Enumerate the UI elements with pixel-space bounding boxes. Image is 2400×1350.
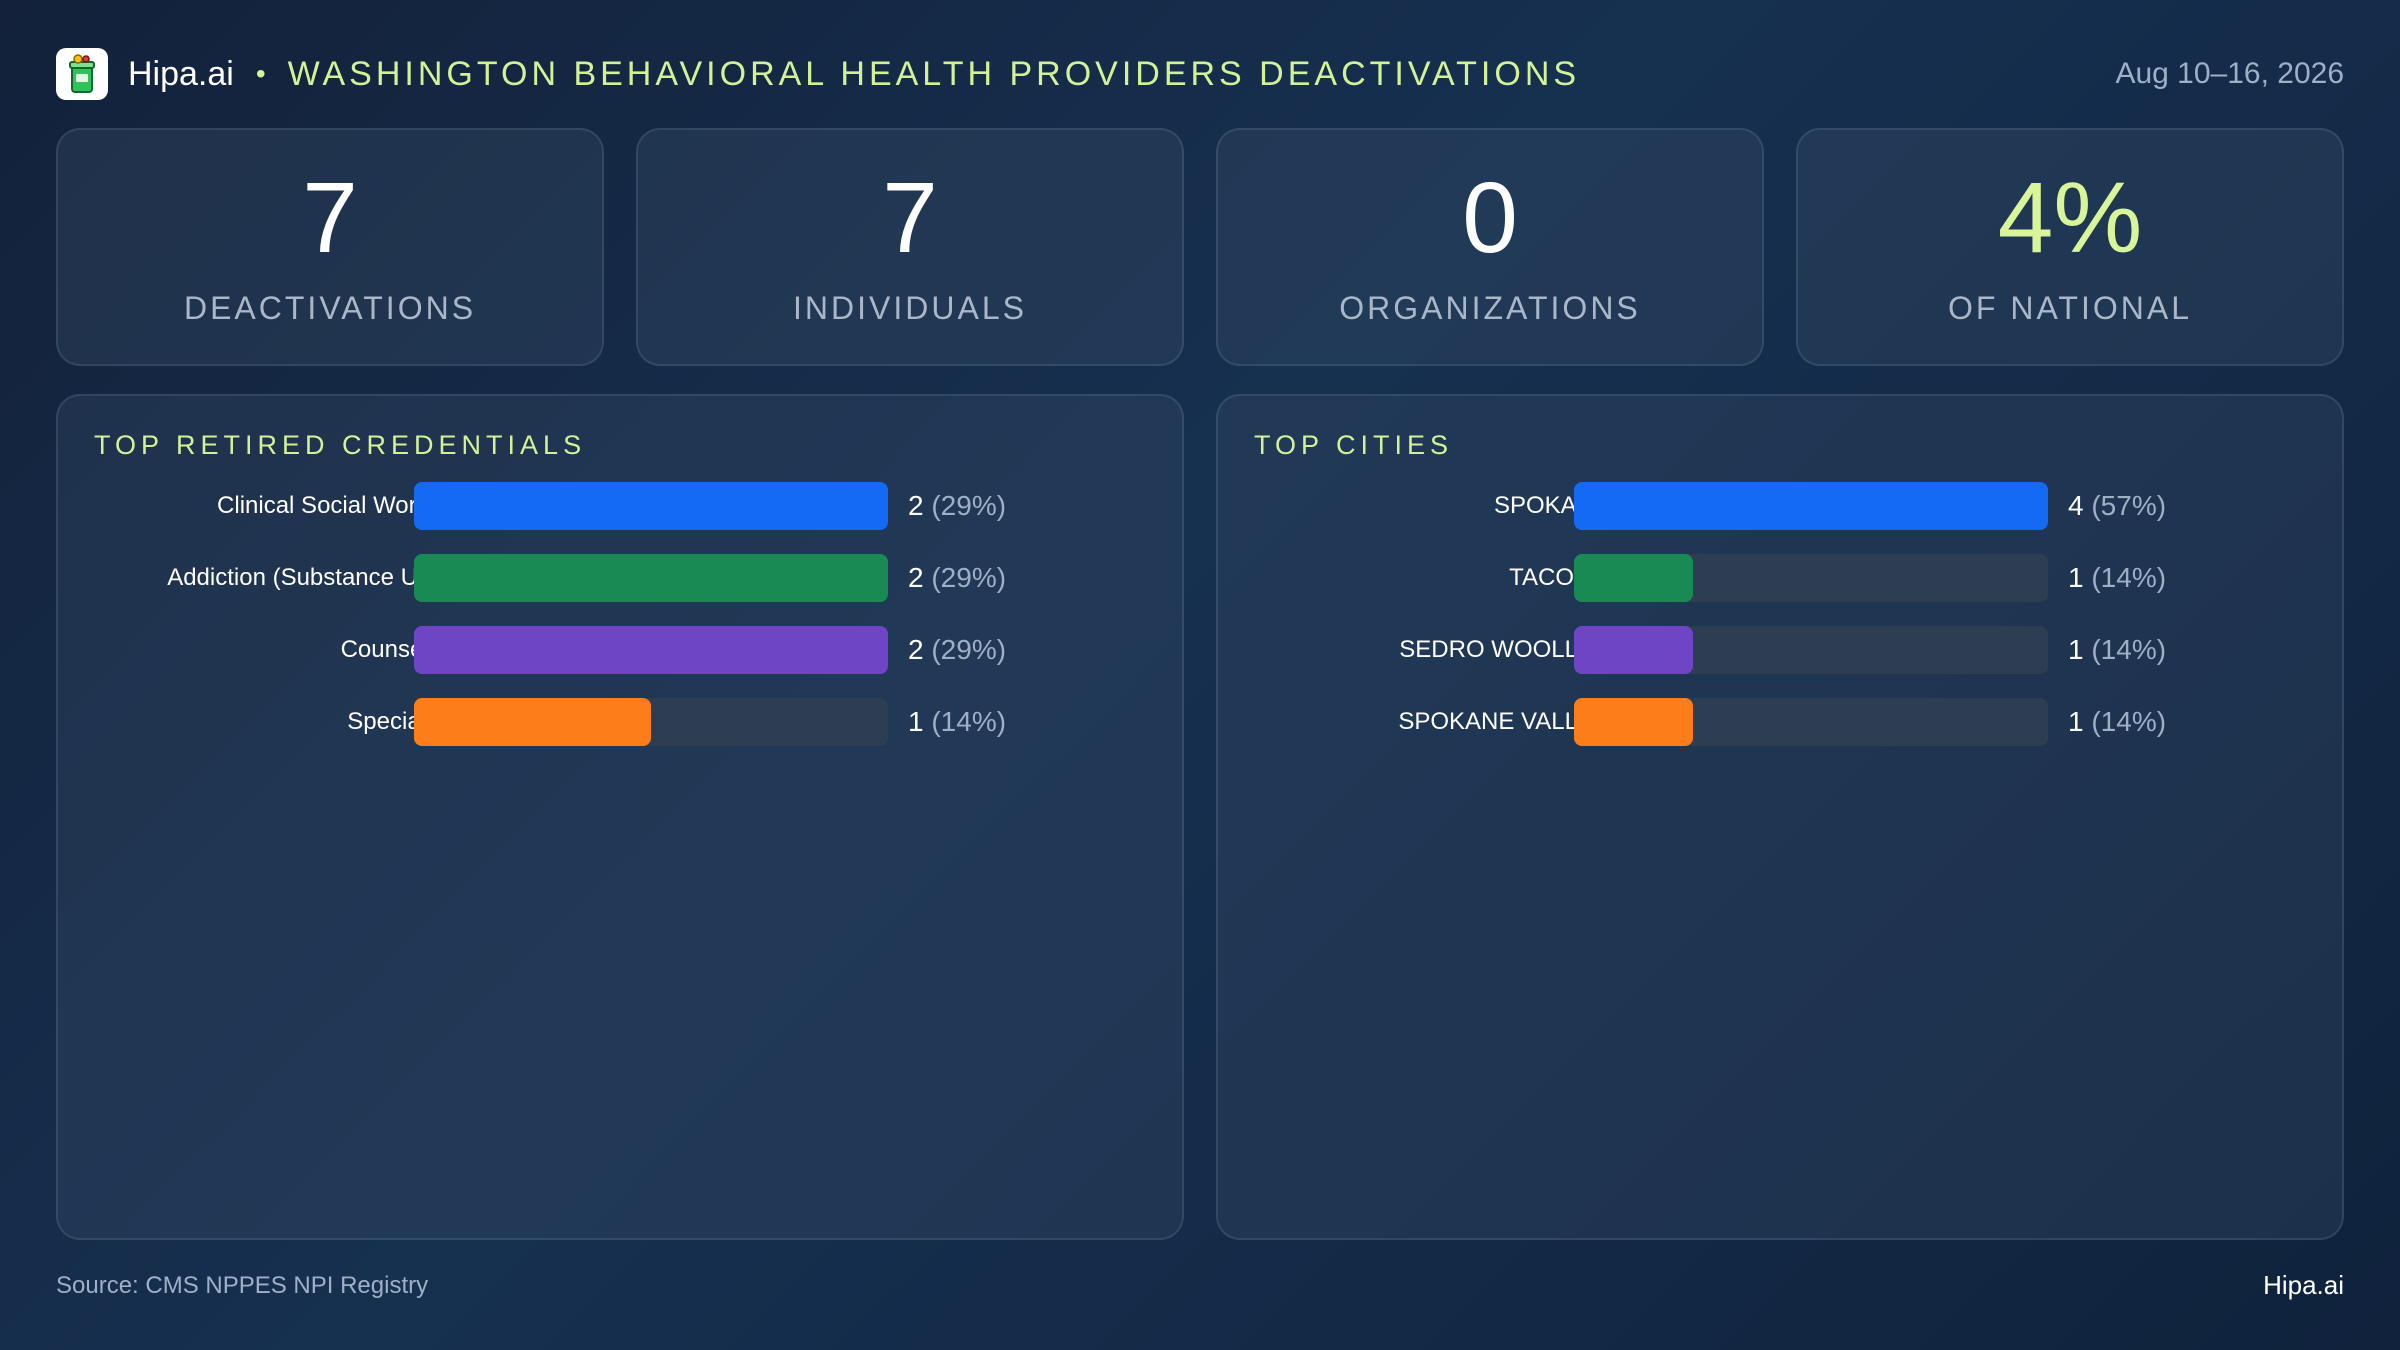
cities-panel: TOP CITIES SPOKANE 4 (57%) TACOMA 1 (14%) SE…: [1216, 394, 2344, 1240]
date-range: Aug 10–16, 2026: [2115, 57, 2344, 90]
bar-track: [1574, 554, 2048, 602]
bar-row: Specialist 1 (14%): [58, 698, 1182, 746]
bar-value-label: 2 (29%): [908, 490, 1006, 522]
brand-name: Hipa.ai: [128, 54, 234, 93]
bar-value-label: 2 (29%): [908, 634, 1006, 666]
bar-row: Addiction (Substance Us... 2 (29%): [58, 554, 1182, 602]
bar-row: SPOKANE 4 (57%): [1218, 482, 2342, 530]
chart-title: TOP RETIRED CREDENTIALS: [94, 430, 587, 460]
bar-track: [414, 554, 888, 602]
kpi-value: 7: [302, 161, 358, 274]
footer-brand: Hipa.ai: [2263, 1270, 2344, 1300]
bar: [1574, 554, 1693, 602]
bar: [414, 554, 888, 602]
bar-track: [1574, 626, 2048, 674]
kpi-label: ORGANIZATIONS: [1339, 289, 1641, 326]
bar-row: TACOMA 1 (14%): [1218, 554, 2342, 602]
bar-label: Counselor: [340, 636, 450, 663]
bar-track: [1574, 482, 2048, 530]
bar: [414, 482, 888, 530]
bar-label: Clinical Social Worker: [217, 492, 450, 519]
kpi-value: 7: [882, 161, 938, 274]
bar: [414, 698, 651, 746]
bar: [1574, 482, 2048, 530]
credentials-bar-chart: Clinical Social Worker 2 (29%) Addiction (…: [58, 482, 1182, 770]
bar-label: TACOMA: [1509, 564, 1610, 591]
bar-label: SEDRO WOOLLEY: [1399, 636, 1610, 663]
bar-percent: (57%): [2091, 490, 2167, 521]
bar-percent: (29%): [931, 634, 1007, 665]
header: Hipa.ai • WASHINGTON BEHAVIORAL HEALTH P…: [56, 46, 2344, 102]
bar-row: Counselor 2 (29%): [58, 626, 1182, 674]
cities-bar-chart: SPOKANE 4 (57%) TACOMA 1 (14%) SEDRO WOOLLEY…: [1218, 482, 2342, 770]
bar-track: [1574, 698, 2048, 746]
medication-cup-icon: [56, 48, 108, 100]
bar-percent: (14%): [2091, 706, 2167, 737]
bar-value-label: 1 (14%): [908, 706, 1006, 738]
kpi-card-of-national: 4% OF NATIONAL: [1796, 128, 2344, 366]
bar-count: 2: [908, 562, 924, 593]
kpi-value: 4%: [1997, 161, 2143, 274]
bar-count: 2: [908, 490, 924, 521]
chart-panels: TOP RETIRED CREDENTIALS Clinical Social …: [56, 394, 2344, 1240]
bar-count: 1: [2068, 562, 2084, 593]
bar-label: SPOKANE: [1493, 492, 1610, 519]
bar-label: Specialist: [347, 708, 450, 735]
bar-percent: (14%): [2091, 562, 2167, 593]
chart-title: TOP CITIES: [1254, 430, 1454, 460]
kpi-card-deactivations: 7 DEACTIVATIONS: [56, 128, 604, 366]
page-title: WASHINGTON BEHAVIORAL HEALTH PROVIDERS D…: [287, 54, 1581, 93]
bar: [1574, 626, 1693, 674]
bar-value-label: 1 (14%): [2068, 562, 2166, 594]
bar: [1574, 698, 1693, 746]
bar-row: SPOKANE VALLEY 1 (14%): [1218, 698, 2342, 746]
bar-label: SPOKANE VALLEY: [1398, 708, 1610, 735]
bar-count: 2: [908, 634, 924, 665]
bar-count: 1: [908, 706, 924, 737]
bar-value-label: 1 (14%): [2068, 706, 2166, 738]
bar-count: 1: [2068, 634, 2084, 665]
kpi-card-organizations: 0 ORGANIZATIONS: [1216, 128, 1764, 366]
kpi-label: DEACTIVATIONS: [183, 289, 477, 326]
bar-percent: (14%): [2091, 634, 2167, 665]
bar-track: [414, 626, 888, 674]
bar-value-label: 2 (29%): [908, 562, 1006, 594]
header-separator: •: [255, 58, 266, 89]
bar: [414, 626, 888, 674]
bar-track: [414, 698, 888, 746]
bar-label: Addiction (Substance Us...: [167, 564, 450, 591]
kpi-label: INDIVIDUALS: [793, 289, 1027, 326]
bar-value-label: 1 (14%): [2068, 634, 2166, 666]
source-note: Source: CMS NPPES NPI Registry: [56, 1272, 429, 1299]
bar-percent: (14%): [931, 706, 1007, 737]
bar-percent: (29%): [931, 490, 1007, 521]
bar-count: 4: [2068, 490, 2084, 521]
bar-row: Clinical Social Worker 2 (29%): [58, 482, 1182, 530]
bar-row: SEDRO WOOLLEY 1 (14%): [1218, 626, 2342, 674]
kpi-card-individuals: 7 INDIVIDUALS: [636, 128, 1184, 366]
kpi-row: 7 DEACTIVATIONS 7 INDIVIDUALS 0 ORGANIZA…: [56, 128, 2344, 366]
bar-count: 1: [2068, 706, 2084, 737]
bar-value-label: 4 (57%): [2068, 490, 2166, 522]
bar-percent: (29%): [931, 562, 1007, 593]
bar-track: [414, 482, 888, 530]
credentials-panel: TOP RETIRED CREDENTIALS Clinical Social …: [56, 394, 1184, 1240]
kpi-label: OF NATIONAL: [1948, 289, 2192, 326]
kpi-value: 0: [1462, 161, 1518, 274]
